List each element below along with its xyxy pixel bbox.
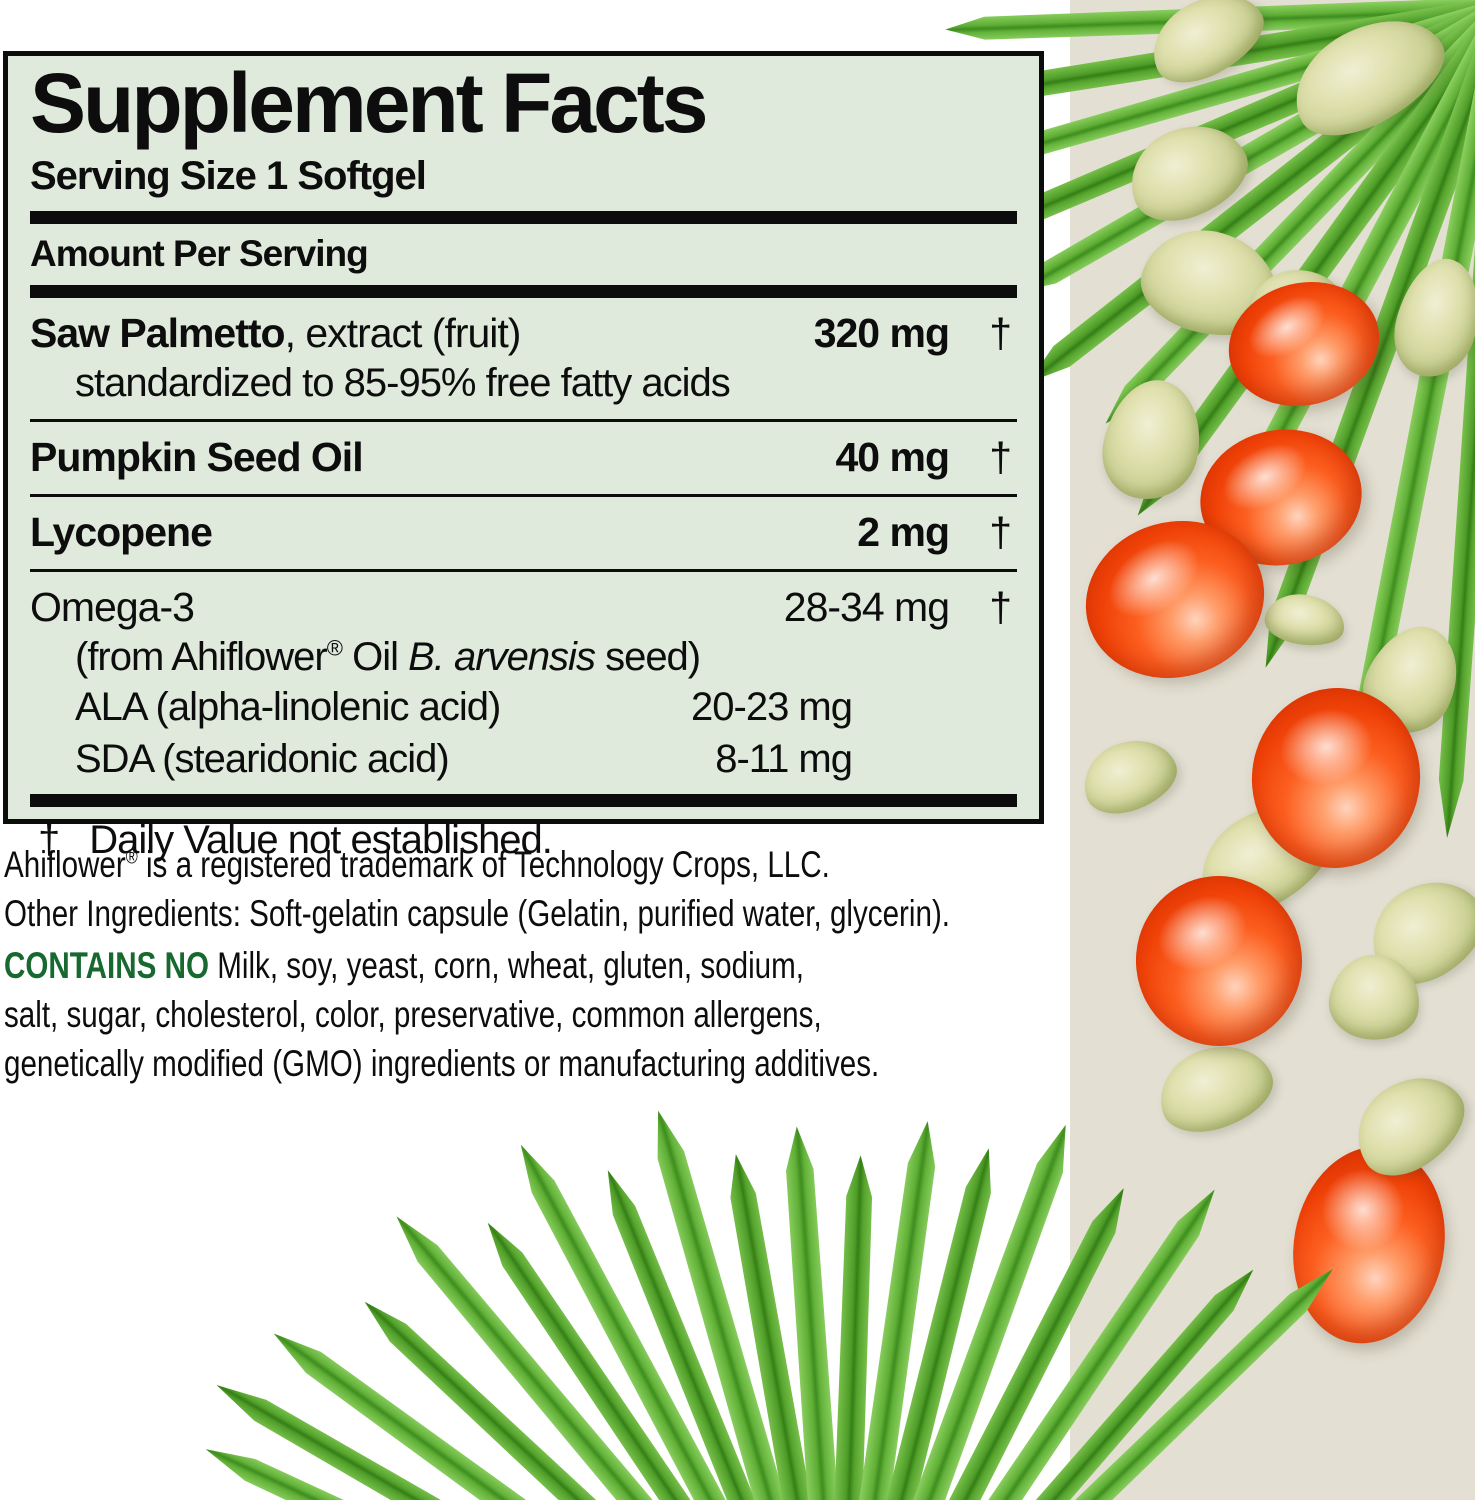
omega3-source-note: (from Ahiflower® Oil B. arvensis seed) <box>30 634 1017 680</box>
thin-rule <box>30 494 1017 498</box>
daily-value-dagger: † <box>989 584 1012 631</box>
source-text: (from Ahiflower <box>75 635 328 680</box>
thin-rule <box>30 419 1017 422</box>
ingredient-name-bold: Saw Palmetto <box>30 309 286 356</box>
ingredient-amount: 28-34 mg <box>783 584 950 631</box>
source-text: Oil <box>341 635 409 680</box>
supplement-facts-panel: Supplement Facts Serving Size 1 Softgel … <box>3 51 1044 862</box>
table-row-pumpkin-seed-oil: Pumpkin Seed Oil 40 mg † <box>30 422 1017 481</box>
daily-value-footnote: † Daily Value not established. <box>30 807 1017 864</box>
ingredient-amount: 2 mg <box>857 509 950 556</box>
footnote-text: Daily Value not established. <box>89 817 553 862</box>
trademark-text: is a registered trademark of Technology … <box>137 844 830 885</box>
ingredient-name: Pumpkin Seed Oil <box>30 434 836 481</box>
ingredient-name: Saw Palmetto, extract (fruit) <box>30 310 814 357</box>
daily-value-dagger: † <box>989 509 1012 556</box>
source-species-italic: B. arvensis <box>408 635 596 680</box>
table-subrow-sda: SDA (stearidonic acid) 8-11 mg <box>30 736 1017 783</box>
registered-symbol: ® <box>125 846 138 869</box>
daily-value-dagger: † <box>989 309 1012 356</box>
other-ingredients-line: Other Ingredients: Soft-gelatin capsule … <box>4 893 951 934</box>
table-subrow-ala: ALA (alpha-linolenic acid) 20-23 mg <box>30 684 1017 731</box>
serving-size: Serving Size 1 Softgel <box>30 154 427 199</box>
trademark-text: Ahiflower <box>4 844 126 885</box>
table-row-saw-palmetto: Saw Palmetto, extract (fruit) 320 mg † <box>30 298 1017 357</box>
registered-symbol: ® <box>326 636 343 662</box>
sub-ingredient-name: SDA (stearidonic acid) <box>75 736 450 781</box>
sub-ingredient-amount: 20-23 mg <box>691 685 853 730</box>
ingredient-name-bold: Pumpkin Seed Oil <box>30 434 364 480</box>
dagger-symbol: † <box>38 817 60 862</box>
thick-rule <box>30 793 1017 807</box>
table-row-lycopene: Lycopene 2 mg † <box>30 497 1017 556</box>
ingredient-name-suffix: , extract (fruit) <box>284 309 522 356</box>
sub-ingredient-name: ALA (alpha-linolenic acid) <box>75 685 501 730</box>
ingredient-amount: 320 mg <box>813 309 950 356</box>
ingredient-name: Lycopene <box>30 509 857 556</box>
thick-rule <box>30 284 1017 298</box>
ingredient-note: standardized to 85-95% free fatty acids <box>75 361 731 405</box>
contains-no-line-3: genetically modified (GMO) ingredients o… <box>4 1043 880 1084</box>
contains-no-line-1: CONTAINS NO Milk, soy, yeast, corn, whea… <box>4 941 857 990</box>
panel-title: Supplement Facts <box>30 56 708 150</box>
ingredient-name-bold: Lycopene <box>30 509 213 556</box>
contains-no-label: CONTAINS NO <box>4 945 210 986</box>
contains-no-line-2: salt, sugar, cholesterol, color, preserv… <box>4 994 822 1035</box>
contains-no-text: Milk, soy, yeast, corn, wheat, gluten, s… <box>209 945 805 986</box>
thin-rule <box>30 569 1017 573</box>
table-row-omega3: Omega-3 28-34 mg † <box>30 572 1017 631</box>
ingredient-amount: 40 mg <box>835 434 950 480</box>
footer-text-block: Ahiflower® is a registered trademark of … <box>4 840 1070 1088</box>
trademark-line: Ahiflower® is a registered trademark of … <box>4 840 857 889</box>
source-text: seed) <box>594 635 701 680</box>
sub-ingredient-amount: 8-11 mg <box>715 736 853 781</box>
amount-per-serving-header: Amount Per Serving <box>30 233 369 275</box>
ingredient-name: Omega-3 <box>30 584 195 631</box>
daily-value-dagger: † <box>989 434 1012 480</box>
thick-rule <box>30 211 1017 225</box>
